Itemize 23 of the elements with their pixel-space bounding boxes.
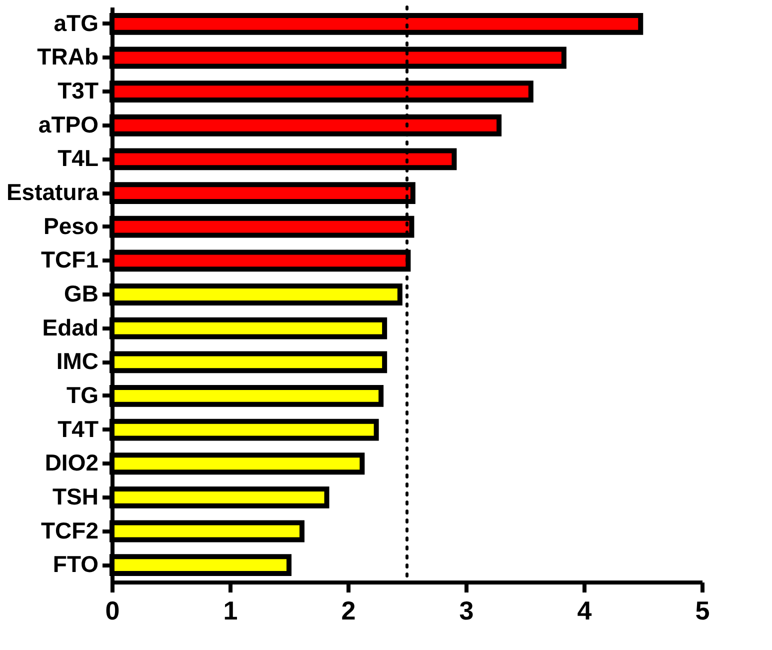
y-tick-label: TRAb	[37, 44, 98, 70]
y-tick-label: GB	[64, 280, 98, 306]
x-tick-label: 2	[341, 596, 356, 626]
y-tick-label: TCF1	[41, 246, 99, 273]
y-tick-label: FTO	[52, 551, 98, 578]
y-tick-label: T4L	[58, 145, 98, 172]
y-tick-label: IMC	[56, 348, 98, 374]
y-tick-label: DIO2	[44, 450, 98, 476]
y-tick-label: TSH	[52, 483, 98, 510]
x-tick-label: 4	[577, 596, 592, 626]
y-tick-label: T4T	[58, 416, 98, 442]
y-tick-label: Edad	[42, 314, 98, 340]
y-tick-label: T3T	[58, 78, 98, 104]
x-tick-label: 5	[695, 596, 710, 626]
y-tick-label: Peso	[44, 212, 98, 239]
y-tick-label: aTPO	[38, 111, 98, 138]
x-tick-label: 3	[459, 596, 474, 626]
x-tick-label: 1	[223, 596, 238, 626]
y-tick-label: TG	[66, 382, 98, 408]
y-tick-label: Estatura	[6, 179, 99, 206]
x-tick-label: 0	[105, 596, 120, 626]
y-tick-label: TCF2	[41, 517, 98, 544]
y-tick-label: aTG	[54, 10, 98, 36]
